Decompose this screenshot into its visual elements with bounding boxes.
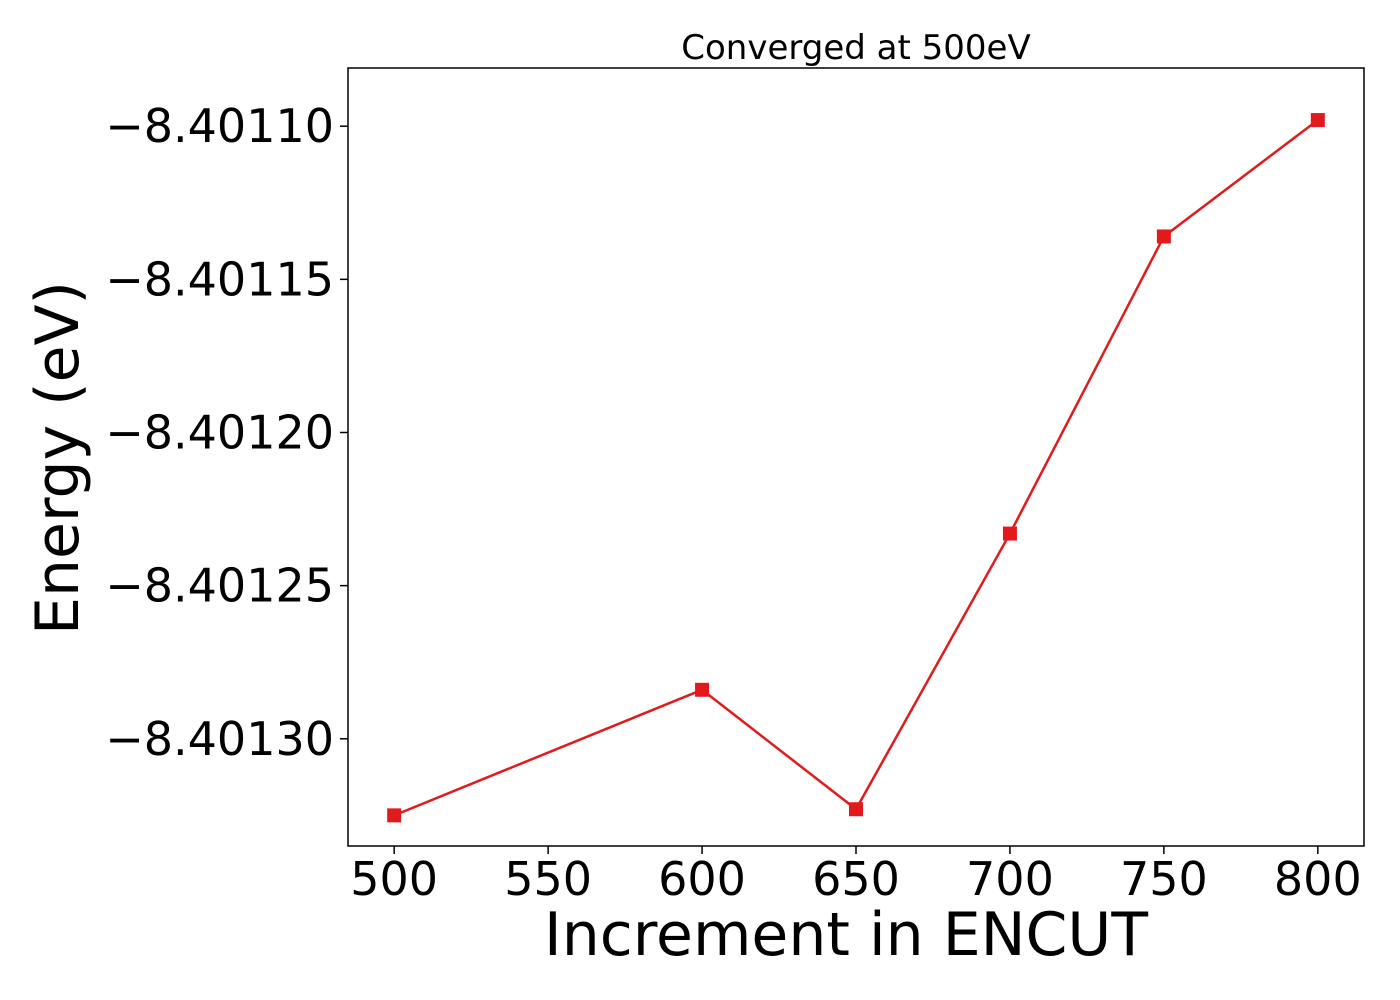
x-tick-label: 750 [1120, 852, 1208, 906]
y-tick-label: −8.40130 [105, 712, 334, 766]
data-point [849, 802, 863, 817]
y-tick-label: −8.40125 [105, 559, 334, 613]
data-point [1156, 229, 1171, 244]
x-tick-label: 500 [350, 852, 438, 906]
series-line [393, 119, 1319, 817]
y-axis-title: Energy (eV) [23, 281, 93, 635]
data-point [1310, 113, 1325, 128]
series-markers [387, 113, 1325, 823]
x-tick-label: 650 [812, 852, 900, 906]
data-point [695, 682, 710, 697]
x-tick-label: 700 [966, 852, 1054, 906]
chart-title: Converged at 500eV [681, 28, 1030, 68]
data-point [1002, 526, 1017, 541]
data-point [387, 808, 402, 823]
x-tick-label: 600 [658, 852, 746, 906]
y-tick-label: −8.40110 [105, 99, 334, 153]
y-axis: −8.40110 −8.40115 −8.40120 −8.40125 −8.40130 [105, 99, 348, 766]
y-tick-label: −8.40115 [105, 252, 334, 306]
x-axis-title: Increment in ENCUT [544, 900, 1148, 970]
y-tick-label: −8.40120 [105, 405, 334, 459]
x-tick-label: 550 [504, 852, 592, 906]
plot-area-frame [347, 67, 1365, 847]
x-tick-label: 800 [1274, 852, 1362, 906]
x-axis: 500 550 600 650 700 750 800 [350, 846, 1362, 906]
